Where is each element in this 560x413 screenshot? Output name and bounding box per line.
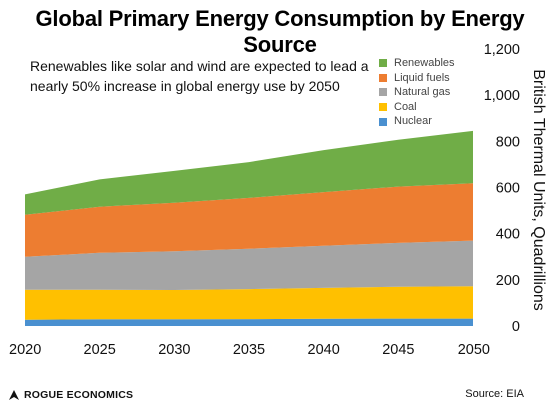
brand-logo: ROGUE ECONOMICS <box>7 388 133 402</box>
y-axis-tick-labels: 0 200 400 600 800 1,000 1,200 <box>484 42 520 335</box>
x-tick-label: 2040 <box>308 342 340 358</box>
y-tick-label: 1,200 <box>484 42 520 58</box>
y-axis-label: British Thermal Units, Quadrillions <box>530 69 547 311</box>
area-nuclear <box>25 318 473 326</box>
brand-name: ROGUE ECONOMICS <box>24 389 134 401</box>
source-note: Source: EIA <box>465 388 524 400</box>
area-renewables <box>25 130 473 215</box>
x-tick-label: 2050 <box>458 342 490 358</box>
legend-item-liquid-fuels: Liquid fuels <box>379 71 455 86</box>
x-tick-label: 2020 <box>9 342 41 358</box>
legend-swatch <box>379 103 387 112</box>
legend-swatch <box>379 117 387 126</box>
legend-item-coal: Coal <box>379 100 455 115</box>
y-tick-label: 800 <box>496 134 520 150</box>
chart-subtitle: Renewables like solar and wind are expec… <box>30 58 369 94</box>
legend-item-renewables: Renewables <box>379 56 455 71</box>
legend-label: Liquid fuels <box>394 71 450 84</box>
legend-label: Nuclear <box>394 115 432 128</box>
legend-label: Natural gas <box>394 86 451 99</box>
x-tick-label: 2045 <box>382 342 414 358</box>
legend-label: Renewables <box>394 57 455 69</box>
y-tick-label: 1,000 <box>484 88 520 104</box>
legend-swatch <box>379 59 387 68</box>
y-tick-label: 200 <box>496 273 520 289</box>
y-tick-label: 600 <box>496 181 520 197</box>
legend-label: Coal <box>394 100 417 113</box>
area-series-group <box>25 130 473 326</box>
legend-swatch <box>379 88 387 97</box>
area-liquid-fuels <box>25 183 473 257</box>
legend-item-nuclear: Nuclear <box>379 114 455 129</box>
legend-swatch <box>379 73 387 82</box>
y-tick-label: 400 <box>496 227 520 243</box>
y-tick-label: 0 <box>512 319 520 335</box>
area-coal <box>25 286 473 320</box>
area-natural-gas <box>25 240 473 290</box>
x-tick-label: 2030 <box>158 342 190 358</box>
chart-legend: Renewables Liquid fuels Natural gas Coal Nuc… <box>379 56 455 129</box>
x-tick-label: 2025 <box>84 342 116 358</box>
x-tick-label: 2035 <box>233 342 265 358</box>
chart-title: Global Primary Energy Consumption by Ene… <box>35 6 525 57</box>
x-axis-tick-labels: 2020 2025 2030 2035 2040 2045 2050 <box>9 342 490 358</box>
brand-logo-icon <box>9 390 19 400</box>
legend-item-natural-gas: Natural gas <box>379 85 455 100</box>
